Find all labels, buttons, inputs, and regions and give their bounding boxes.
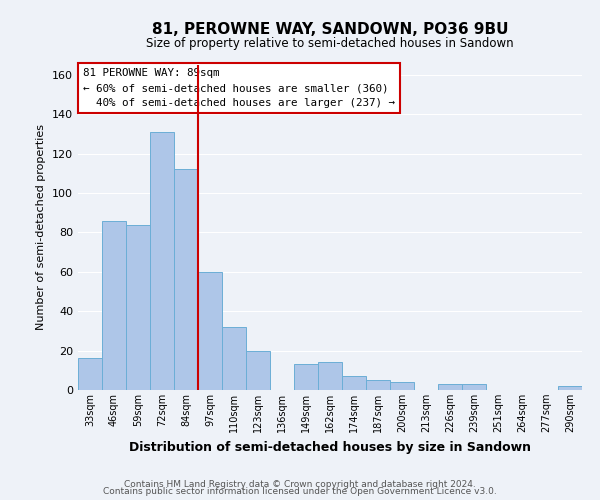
Bar (366, 380, 390, 390)
Text: Size of property relative to semi-detached houses in Sandown: Size of property relative to semi-detach… (146, 38, 514, 51)
Bar (294, 364, 318, 390)
Bar (174, 170, 198, 390)
Text: Contains HM Land Registry data © Crown copyright and database right 2024.: Contains HM Land Registry data © Crown c… (124, 480, 476, 489)
Bar (318, 362, 342, 390)
Text: 81 PEROWNE WAY: 89sqm
← 60% of semi-detached houses are smaller (360)
  40% of s: 81 PEROWNE WAY: 89sqm ← 60% of semi-deta… (83, 68, 395, 108)
Bar (246, 350, 270, 390)
Bar (126, 224, 150, 390)
Bar (102, 220, 126, 390)
Bar (342, 376, 366, 390)
Bar (390, 382, 414, 390)
Bar (78, 358, 102, 390)
X-axis label: Distribution of semi-detached houses by size in Sandown: Distribution of semi-detached houses by … (129, 440, 531, 454)
Bar (462, 384, 486, 390)
Bar (150, 132, 174, 390)
Bar (222, 327, 246, 390)
Bar (438, 384, 462, 390)
Bar (558, 386, 582, 390)
Bar (198, 272, 222, 390)
Text: Contains public sector information licensed under the Open Government Licence v3: Contains public sector information licen… (103, 488, 497, 496)
Text: 81, PEROWNE WAY, SANDOWN, PO36 9BU: 81, PEROWNE WAY, SANDOWN, PO36 9BU (152, 22, 508, 38)
Y-axis label: Number of semi-detached properties: Number of semi-detached properties (37, 124, 46, 330)
